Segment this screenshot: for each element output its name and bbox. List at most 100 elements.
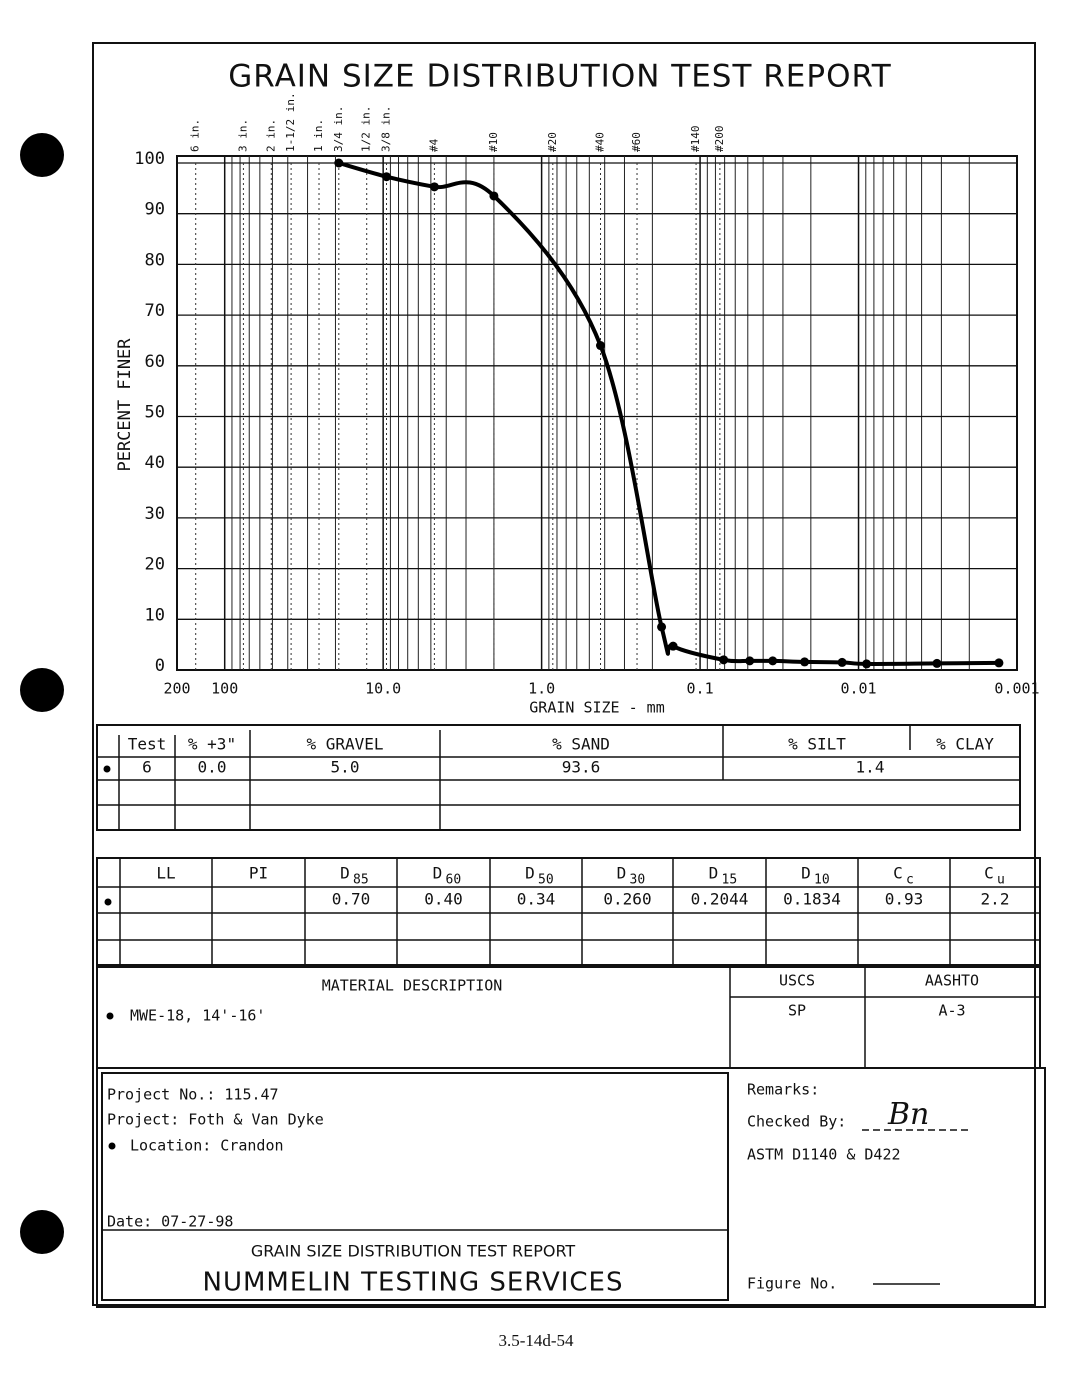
x-axis-title: GRAIN SIZE - mm bbox=[529, 699, 664, 717]
table-cell: 5.0 bbox=[331, 758, 360, 777]
plot-frame bbox=[176, 155, 1018, 671]
remarks-label: Remarks: bbox=[747, 1081, 819, 1099]
table-header: D bbox=[801, 864, 811, 883]
data-point bbox=[932, 658, 942, 668]
sieve-label: 3/4 in. bbox=[332, 106, 345, 152]
lower-frame bbox=[96, 1067, 1046, 1308]
sieve-label: 3/8 in. bbox=[380, 106, 393, 152]
x-tick-label: 1.0 bbox=[528, 680, 555, 698]
y-tick-label: 100 bbox=[134, 149, 165, 169]
x-tick-label: 200 bbox=[163, 680, 190, 698]
table-header-sub: c bbox=[906, 873, 914, 888]
y-tick-label: 10 bbox=[145, 605, 165, 625]
data-point bbox=[768, 656, 778, 666]
binder-hole bbox=[20, 668, 64, 712]
table-header: LL bbox=[156, 864, 175, 883]
table-header: C bbox=[984, 864, 994, 883]
data-point bbox=[429, 182, 439, 192]
sieve-label: 3 in. bbox=[236, 119, 249, 152]
table-header-sub: 10 bbox=[814, 873, 830, 888]
report-title: GRAIN SIZE DISTRIBUTION TEST REPORT bbox=[251, 1242, 576, 1261]
data-point bbox=[657, 622, 667, 632]
data-point bbox=[489, 191, 499, 201]
x-tick-label: 100 bbox=[211, 680, 238, 698]
table-header: USCS bbox=[779, 972, 815, 990]
sieve-label: #10 bbox=[487, 132, 500, 152]
sieve-label: 1-1/2 in. bbox=[284, 92, 297, 152]
table-cell: 0.2044 bbox=[691, 890, 749, 909]
table-header: D bbox=[617, 864, 627, 883]
sieve-label: 1 in. bbox=[312, 119, 325, 152]
table-cell: SP bbox=[788, 1002, 806, 1020]
table-cell: 0.0 bbox=[198, 758, 227, 777]
binder-hole bbox=[20, 1210, 64, 1254]
y-tick-label: 80 bbox=[145, 250, 165, 270]
page-footer: 3.5-14d-54 bbox=[498, 1331, 574, 1350]
standard: ASTM D1140 & D422 bbox=[747, 1146, 901, 1164]
project-location: Location: Crandon bbox=[130, 1137, 284, 1155]
table-header: % SILT bbox=[788, 735, 846, 754]
row-bullet bbox=[108, 1142, 116, 1150]
table-cell: 0.34 bbox=[517, 890, 556, 909]
table-header: AASHTO bbox=[925, 972, 979, 990]
table-header: % +3" bbox=[188, 735, 236, 754]
data-line bbox=[338, 161, 999, 666]
project-date: Date: 07-27-98 bbox=[107, 1213, 233, 1231]
x-tick-label: 10.0 bbox=[365, 680, 401, 698]
table-cell: 0.93 bbox=[885, 890, 924, 909]
row-bullet bbox=[106, 1012, 114, 1020]
table-cell: 0.1834 bbox=[783, 890, 841, 909]
table-cell: 0.260 bbox=[603, 890, 651, 909]
data-point bbox=[862, 659, 872, 669]
table-header: % CLAY bbox=[936, 735, 994, 754]
table-cell: A-3 bbox=[938, 1002, 965, 1020]
company-name: NUMMELIN TESTING SERVICES bbox=[203, 1268, 624, 1298]
sieve-label: #4 bbox=[427, 138, 440, 152]
sieve-label: #40 bbox=[594, 132, 607, 152]
y-tick-label: 60 bbox=[145, 352, 165, 372]
chart-title: GRAIN SIZE DISTRIBUTION TEST REPORT bbox=[228, 59, 891, 95]
row-bullet bbox=[104, 898, 112, 906]
table-cell: 1.4 bbox=[856, 758, 885, 777]
gradation-table bbox=[96, 724, 1021, 831]
sieve-label: #60 bbox=[630, 132, 643, 152]
table-header-sub: u bbox=[997, 873, 1005, 888]
y-axis-title: PERCENT FINER bbox=[115, 338, 135, 472]
sieve-label: #20 bbox=[546, 132, 559, 152]
table-header: C bbox=[893, 864, 903, 883]
table-cell: 6 bbox=[142, 758, 152, 777]
table-header: D bbox=[340, 864, 350, 883]
x-tick-label: 0.1 bbox=[687, 680, 714, 698]
table-header-sub: 30 bbox=[630, 873, 646, 888]
checked-by-label: Checked By: bbox=[747, 1113, 846, 1131]
data-point bbox=[837, 657, 847, 667]
data-point bbox=[668, 641, 678, 651]
table-header: Test bbox=[128, 735, 167, 754]
data-point bbox=[745, 656, 755, 666]
x-tick-label: 0.01 bbox=[840, 680, 876, 698]
y-tick-label: 40 bbox=[145, 453, 165, 473]
sieve-label: 2 in. bbox=[264, 119, 277, 152]
y-tick-label: 20 bbox=[145, 555, 165, 575]
table-header: PI bbox=[249, 864, 268, 883]
data-point bbox=[334, 158, 344, 168]
table-header-sub: 15 bbox=[722, 873, 738, 888]
table-header: D bbox=[433, 864, 443, 883]
table-header: D bbox=[709, 864, 719, 883]
table-header-sub: 60 bbox=[446, 873, 462, 888]
row-bullet bbox=[103, 765, 111, 773]
sieve-label: #200 bbox=[713, 126, 726, 153]
y-tick-label: 70 bbox=[145, 301, 165, 321]
table-cell: 2.2 bbox=[981, 890, 1010, 909]
data-point bbox=[719, 655, 729, 665]
project-number: Project No.: 115.47 bbox=[107, 1086, 279, 1104]
x-tick-label: 0.001 bbox=[994, 680, 1039, 698]
table-header: D bbox=[525, 864, 535, 883]
table-cell: MWE-18, 14'-16' bbox=[130, 1007, 265, 1025]
y-tick-label: 90 bbox=[145, 200, 165, 220]
parameter-table bbox=[96, 857, 1041, 966]
data-point bbox=[800, 657, 810, 667]
table-cell: 0.70 bbox=[332, 890, 371, 909]
table-columns bbox=[119, 858, 951, 965]
